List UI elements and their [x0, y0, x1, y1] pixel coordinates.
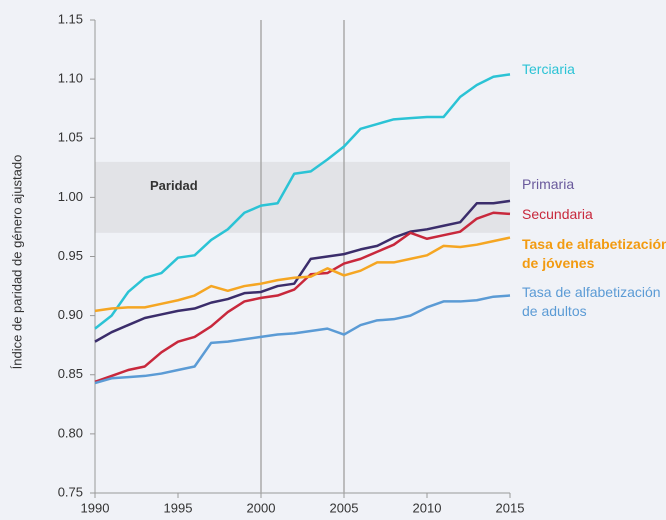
x-tick-label: 1990 [81, 500, 110, 515]
y-tick-label: 1.15 [58, 11, 83, 26]
series-line [94, 211, 511, 384]
band-label: Paridad [150, 178, 198, 193]
x-tick-label: 2000 [247, 500, 276, 515]
y-tick-label: 0.75 [58, 484, 83, 499]
series-label: Tasa de alfabetización de adultos [522, 284, 661, 319]
y-tick-label: 1.00 [58, 189, 83, 204]
series-line [94, 199, 511, 343]
series-label: Secundaria [522, 206, 593, 222]
x-tick-label: 2015 [496, 500, 525, 515]
series-line [94, 294, 511, 385]
y-axis-title: Índice de paridad de género ajustado [9, 155, 24, 370]
y-tick-label: 0.90 [58, 307, 83, 322]
x-tick-label: 2005 [330, 500, 359, 515]
series-line [94, 73, 511, 330]
series-line [94, 236, 511, 313]
y-tick-label: 0.80 [58, 425, 83, 440]
y-tick-label: 0.85 [58, 366, 83, 381]
y-tick-label: 1.10 [58, 71, 83, 86]
x-tick-label: 2010 [413, 500, 442, 515]
series-label: Tasa de alfabetización de jóvenes [522, 236, 666, 271]
y-tick-label: 1.05 [58, 130, 83, 145]
y-tick-label: 0.95 [58, 248, 83, 263]
series-label: Primaria [522, 176, 575, 192]
series-label: Terciaria [522, 61, 575, 77]
x-tick-label: 1995 [164, 500, 193, 515]
